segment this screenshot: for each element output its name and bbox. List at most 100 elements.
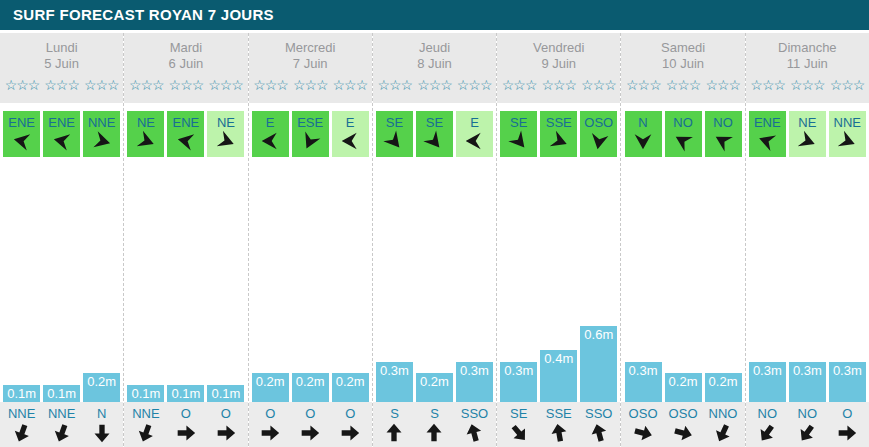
wind-arrow-icon [213, 127, 240, 155]
swell-direction-label: SSO [456, 406, 493, 421]
swell-row: S S SSO [373, 402, 496, 447]
wave-height-bar: 0.6m [580, 326, 617, 402]
wind-cell: E [332, 111, 369, 157]
wave-chart-area: 0.1m0.1m0.1m [124, 159, 247, 402]
star-rating: ☆☆☆ [129, 77, 164, 93]
wind-cell: NO [705, 111, 742, 157]
swell-direction-label: NNE [43, 406, 80, 421]
wind-arrow-icon [340, 130, 360, 152]
wind-cell: SSE [540, 111, 577, 157]
swell-cell: NO [789, 406, 826, 447]
wave-height-bar: 0.1m [167, 385, 204, 402]
day-name: Vendredi [497, 40, 620, 56]
swell-direction-label: N [83, 406, 120, 421]
wave-height-bar: 0.1m [127, 385, 164, 402]
day-column: Mercredi 7 Juin ☆☆☆☆☆☆☆☆☆ E ESE E 0.2m0.… [249, 33, 373, 447]
day-column: Dimanche 11 Juin ☆☆☆☆☆☆☆☆☆ ENE NE NNE 0.… [746, 33, 869, 447]
wave-chart-area: 0.3m0.4m0.6m [497, 159, 620, 402]
swell-direction-label: S [376, 406, 413, 421]
wind-arrow-icon [464, 130, 484, 152]
swell-row: NO NO O [746, 402, 869, 447]
star-rating: ☆☆☆ [378, 77, 413, 93]
wind-cell: ENE [3, 111, 40, 157]
wave-height-bar: 0.2m [252, 373, 289, 402]
wind-arrow-icon [504, 126, 534, 155]
wind-row: ENE NE NNE [746, 103, 869, 159]
wave-height-bar: 0.3m [456, 362, 493, 402]
swell-arrow-icon [547, 421, 570, 444]
star-rating: ☆☆☆ [333, 77, 368, 93]
wind-cell: NE [127, 111, 164, 157]
swell-arrow-icon [505, 419, 533, 447]
wind-direction-label: NNE [83, 115, 120, 130]
swell-arrow-icon [9, 420, 35, 446]
swell-arrow-icon [49, 420, 75, 446]
swell-arrow-icon [793, 419, 821, 447]
wind-arrow-icon [834, 127, 861, 155]
wave-height-bar: 0.1m [43, 385, 80, 402]
wave-height-bar: 0.2m [292, 373, 329, 402]
day-name: Dimanche [746, 40, 869, 56]
star-ratings-row: ☆☆☆☆☆☆☆☆☆ [746, 77, 869, 93]
wave-height-bar: 0.4m [540, 350, 577, 402]
wave-height-bar: 0.3m [789, 362, 826, 402]
wind-cell: NO [665, 111, 702, 157]
swell-arrow-icon [176, 423, 196, 443]
swell-row: NNE NNE N [0, 402, 123, 447]
star-rating: ☆☆☆ [541, 77, 576, 93]
wind-cell: NNE [829, 111, 866, 157]
swell-direction-label: O [167, 406, 204, 421]
day-date: 9 Juin [497, 56, 620, 72]
wave-height-bar: 0.2m [332, 373, 369, 402]
day-date: 6 Juin [124, 56, 247, 72]
swell-arrow-icon [133, 420, 159, 446]
swell-arrow-icon [837, 423, 857, 443]
wind-row: ENE ENE NNE [0, 103, 123, 159]
wind-arrow-icon [380, 126, 410, 155]
swell-cell: O [207, 406, 244, 447]
swell-arrow-icon [92, 423, 112, 443]
swell-direction-label: OSO [625, 406, 662, 421]
wave-height-bar: 0.3m [749, 362, 786, 402]
day-date: 7 Juin [249, 56, 372, 72]
wave-height-bar: 0.2m [665, 373, 702, 402]
swell-arrow-icon [753, 419, 781, 447]
swell-cell: N [83, 406, 120, 447]
wind-arrow-icon [10, 128, 34, 154]
wind-direction-label: SSE [540, 115, 577, 130]
wind-arrow-icon [420, 126, 450, 155]
title-bar: SURF FORECAST ROYAN 7 JOURS [0, 0, 869, 30]
wind-row: NE ENE NE [124, 103, 247, 159]
swell-cell: OSO [625, 406, 662, 447]
star-rating: ☆☆☆ [830, 77, 865, 93]
swell-cell: SSO [580, 406, 617, 447]
swell-cell: NNE [43, 406, 80, 447]
swell-direction-label: NO [789, 406, 826, 421]
swell-direction-label: OSO [665, 406, 702, 421]
day-date: 5 Juin [0, 56, 123, 72]
star-rating: ☆☆☆ [581, 77, 616, 93]
swell-cell: NNE [127, 406, 164, 447]
swell-arrow-icon [260, 423, 280, 443]
swell-cell: S [416, 406, 453, 447]
swell-row: O O O [249, 402, 372, 447]
star-rating: ☆☆☆ [293, 77, 328, 93]
wind-cell: E [456, 111, 493, 157]
day-date: 8 Juin [373, 56, 496, 72]
swell-direction-label: O [207, 406, 244, 421]
wind-cell: OSO [580, 111, 617, 157]
star-ratings-row: ☆☆☆☆☆☆☆☆☆ [0, 77, 123, 93]
day-header: Dimanche 11 Juin ☆☆☆☆☆☆☆☆☆ [746, 33, 869, 103]
star-rating: ☆☆☆ [750, 77, 785, 93]
star-ratings-row: ☆☆☆☆☆☆☆☆☆ [249, 77, 372, 93]
wind-direction-label: E [456, 115, 493, 130]
star-ratings-row: ☆☆☆☆☆☆☆☆☆ [124, 77, 247, 93]
day-name: Mardi [124, 40, 247, 56]
swell-arrow-icon [300, 423, 320, 443]
wind-direction-label: ENE [167, 115, 204, 130]
wind-direction-label: NE [789, 115, 826, 130]
wind-row: N NO NO [621, 103, 744, 159]
day-name: Jeudi [373, 40, 496, 56]
swell-arrow-icon [340, 423, 360, 443]
swell-direction-label: S [416, 406, 453, 421]
